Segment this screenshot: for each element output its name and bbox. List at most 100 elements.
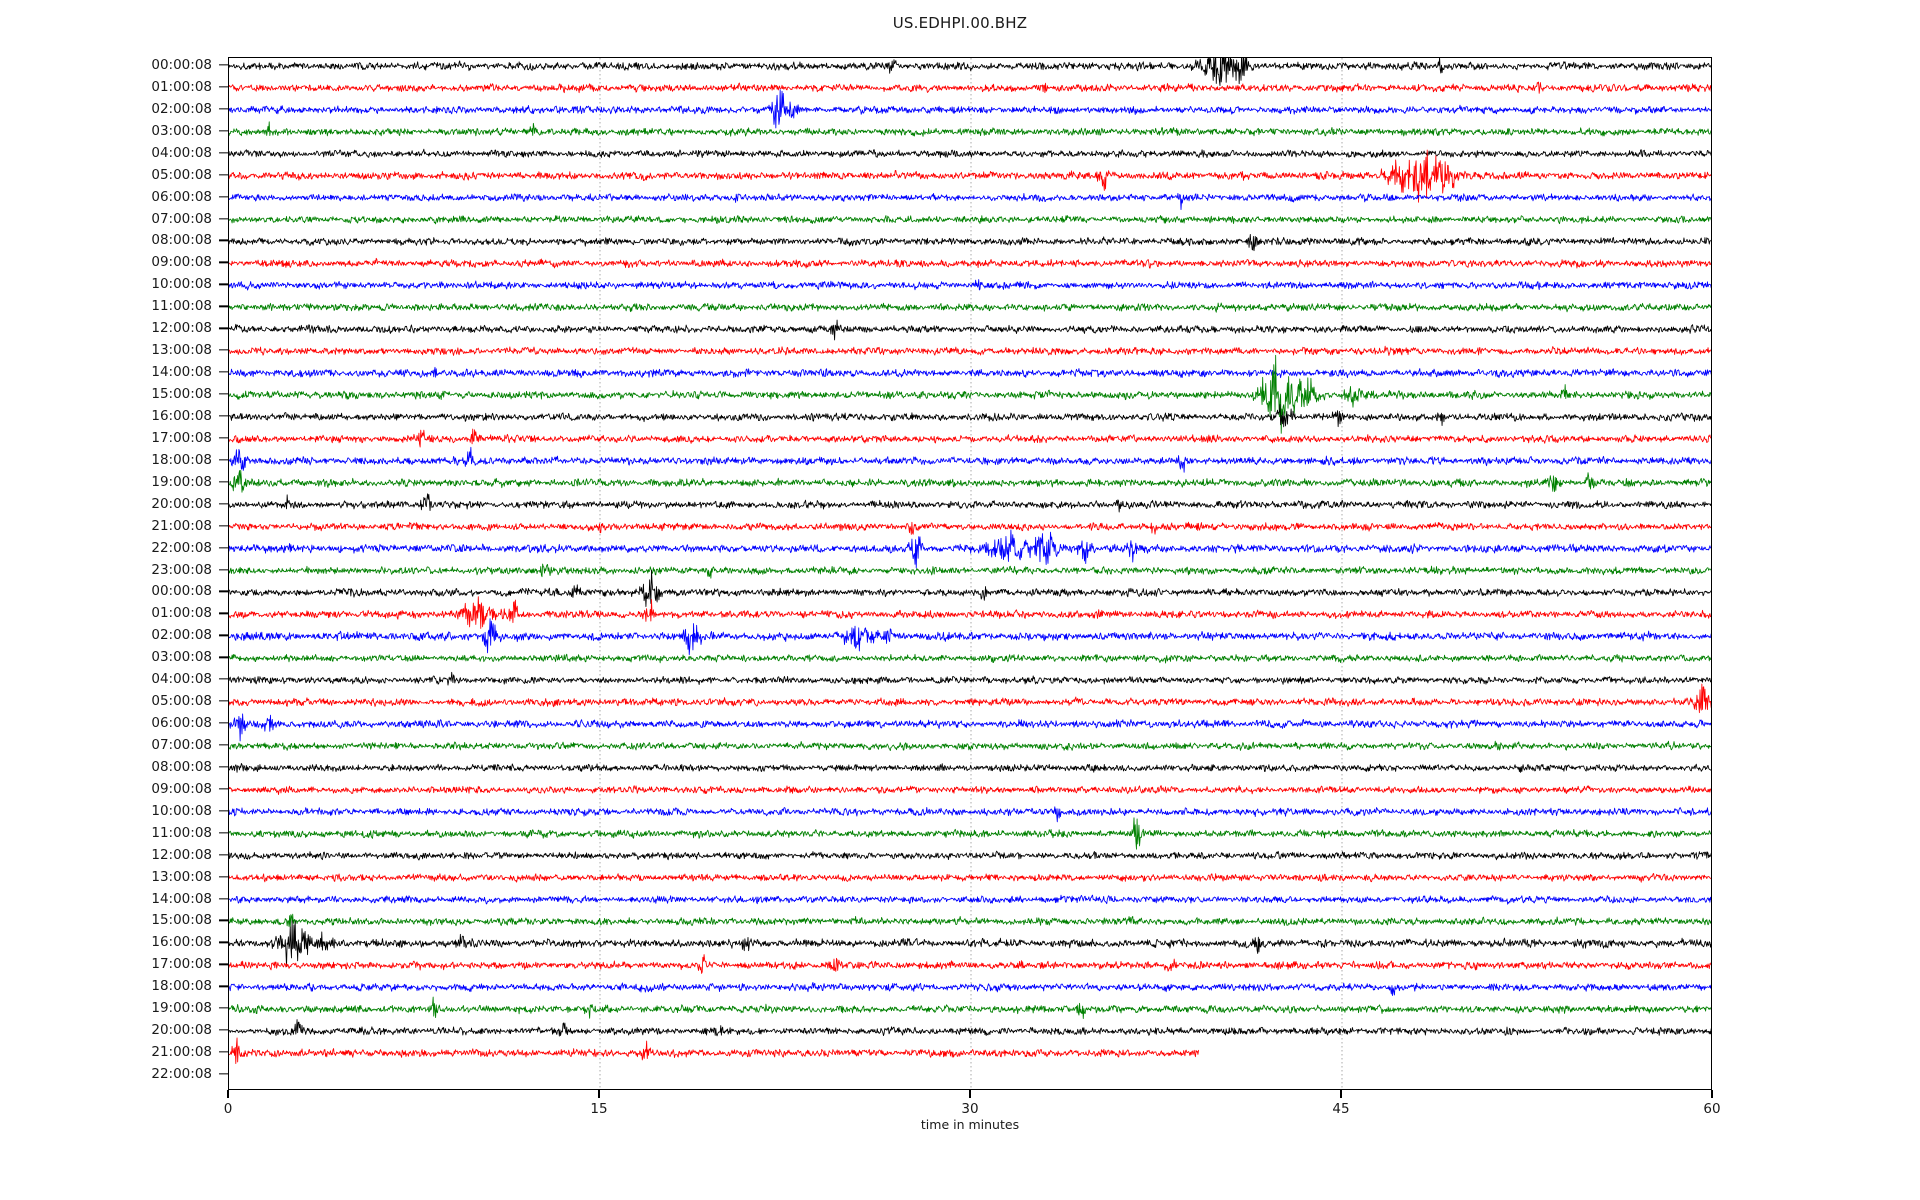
y-axis-tick-label: 19:00:08: [151, 473, 212, 490]
seismic-trace: [229, 913, 1711, 928]
seismic-trace: [229, 214, 1711, 225]
x-axis-tick-label: 30: [961, 1101, 979, 1117]
y-axis-tick-label: 07:00:08: [151, 210, 212, 227]
y-axis-tick-mark: [219, 524, 228, 527]
y-axis-tick-label: 20:00:08: [151, 1022, 212, 1039]
y-axis-tick-mark: [219, 919, 228, 922]
y-axis-tick-label: 01:00:08: [151, 78, 212, 95]
y-axis-tick-label: 19:00:08: [151, 1000, 212, 1017]
y-axis-tick-mark: [219, 459, 228, 461]
y-axis-tick-label: 21:00:08: [151, 1044, 212, 1061]
y-axis-tick-label: 02:00:08: [151, 100, 212, 117]
y-axis-tick-mark: [219, 371, 228, 373]
x-axis-tick-label: 15: [590, 1101, 608, 1117]
y-axis-tick-mark: [219, 766, 228, 768]
y-axis-tick-label: 01:00:08: [151, 605, 212, 622]
y-axis-tick-mark: [219, 963, 228, 965]
seismic-trace: [229, 148, 1711, 159]
y-axis-tick-mark: [219, 195, 228, 198]
y-axis-tick-mark: [219, 327, 228, 329]
y-axis-tick-mark: [219, 108, 228, 110]
y-axis-tick-mark: [219, 1007, 228, 1009]
y-axis-tick-label: 11:00:08: [151, 298, 212, 315]
y-axis-tick-label: 06:00:08: [151, 188, 212, 205]
y-axis-tick-mark: [219, 130, 228, 132]
y-axis-tick-mark: [219, 788, 228, 790]
seismic-trace: [229, 982, 1711, 996]
x-axis-tick-layer: 0 15 30 45 60: [224, 1090, 1721, 1130]
y-axis-tick-label: 13:00:08: [151, 342, 212, 359]
y-axis-tick-mark: [219, 634, 228, 636]
y-axis-tick-mark: [219, 568, 228, 571]
y-axis-tick-mark: [219, 985, 228, 987]
seismic-trace: [229, 493, 1711, 513]
y-axis-tick-label: 08:00:08: [151, 232, 212, 249]
seismic-trace: [229, 302, 1711, 313]
seismic-trace: [229, 446, 1711, 473]
y-axis-tick-label: 05:00:08: [151, 693, 212, 710]
y-axis-tick-mark: [219, 393, 228, 395]
y-axis-tick-label: 07:00:08: [151, 736, 212, 753]
seismic-trace: [229, 954, 1711, 974]
y-axis-tick-mark: [219, 700, 228, 702]
seismic-trace: [229, 762, 1711, 773]
y-axis-tick-mark: [219, 503, 228, 505]
y-axis-tick-label: 08:00:08: [151, 758, 212, 775]
y-axis-tick-mark: [219, 152, 228, 154]
y-axis-tick-mark: [219, 853, 228, 856]
y-axis-tick-mark: [219, 1073, 228, 1075]
page-title: US.EDHPI.00.BHZ: [892, 14, 1028, 32]
y-axis-tick-label: 22:00:08: [151, 539, 212, 556]
x-axis-tick-mark: [1340, 1090, 1342, 1098]
x-axis-tick-label: 0: [223, 1101, 233, 1117]
seismic-trace: [229, 529, 1711, 569]
y-axis-tick-label: 04:00:08: [151, 671, 212, 688]
y-axis-tick-label: 09:00:08: [151, 780, 212, 797]
seismic-trace: [229, 671, 1711, 686]
seismic-trace: [229, 257, 1711, 269]
seismic-trace: [229, 817, 1711, 850]
y-axis-tick-mark: [219, 217, 228, 220]
x-axis-tick-label: 45: [1332, 1101, 1350, 1117]
seismic-trace: [229, 996, 1711, 1020]
y-axis-tick-label: 15:00:08: [151, 912, 212, 929]
y-axis-tick-label: 23:00:08: [151, 561, 212, 578]
seismic-trace: [229, 428, 1711, 448]
y-axis-tick-label: 03:00:08: [151, 649, 212, 666]
seismic-trace: [229, 192, 1711, 211]
y-axis-tick-mark: [219, 174, 228, 176]
seismic-trace: [229, 345, 1711, 356]
y-axis-tick-mark: [219, 437, 228, 439]
seismic-trace: [229, 894, 1711, 905]
y-axis-tick-mark: [219, 941, 228, 944]
seismic-trace: [229, 403, 1711, 428]
seismic-trace: [229, 121, 1711, 137]
y-axis-tick-mark: [219, 481, 228, 483]
y-axis-tick-label: 04:00:08: [151, 144, 212, 161]
seismic-trace: [229, 569, 1711, 608]
seismic-trace: [229, 740, 1711, 752]
y-axis-tick-label: 14:00:08: [151, 890, 212, 907]
y-axis-tick-mark: [219, 261, 228, 264]
seismic-trace: [229, 850, 1711, 861]
seismic-trace: [229, 563, 1711, 579]
y-axis-tick-label: 00:00:08: [151, 57, 212, 73]
seismic-trace: [229, 521, 1711, 535]
seismic-trace: [229, 653, 1711, 664]
seismic-trace: [229, 683, 1711, 714]
x-axis-title: time in minutes: [920, 1117, 1020, 1132]
y-axis-tick-label: 06:00:08: [151, 715, 212, 732]
y-axis-tick-label: 12:00:08: [151, 846, 212, 863]
seismic-trace: [229, 89, 1711, 129]
x-axis-tick-mark: [598, 1090, 600, 1098]
seismic-trace-layer: [229, 58, 1711, 1064]
y-axis-tick-label: 11:00:08: [151, 824, 212, 841]
seismic-trace: [229, 58, 1711, 87]
y-axis-tick-layer: 00:00:08 01:00:08 02:00:08 03:00:08 04:00:08…: [0, 57, 228, 1090]
y-axis-tick-mark: [219, 656, 228, 658]
y-axis-tick-label: 18:00:08: [151, 451, 212, 468]
seismic-trace: [229, 279, 1711, 291]
seismic-trace: [229, 354, 1711, 434]
y-axis-tick-mark: [219, 239, 228, 242]
